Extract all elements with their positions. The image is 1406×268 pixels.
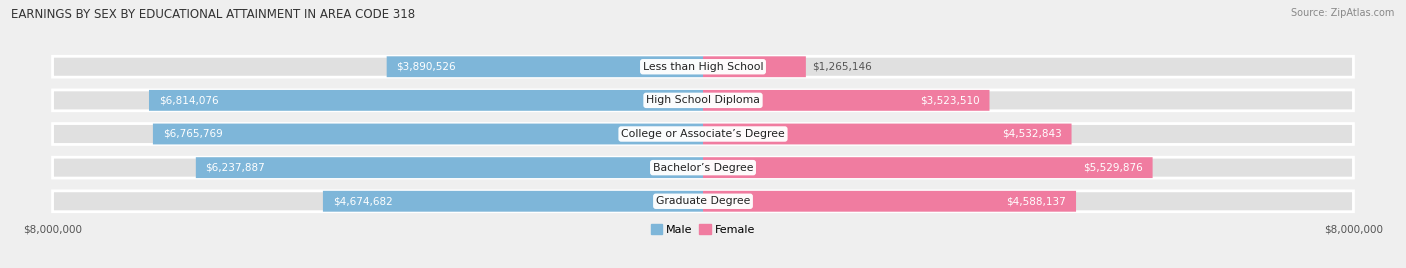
FancyBboxPatch shape [703,157,1153,178]
FancyBboxPatch shape [703,124,1071,144]
Text: $1,265,146: $1,265,146 [813,62,872,72]
Text: $4,674,682: $4,674,682 [333,196,392,206]
Text: Graduate Degree: Graduate Degree [655,196,751,206]
Text: $3,523,510: $3,523,510 [920,95,980,105]
FancyBboxPatch shape [195,157,703,178]
Text: $6,237,887: $6,237,887 [205,163,266,173]
Text: Source: ZipAtlas.com: Source: ZipAtlas.com [1291,8,1395,18]
Text: $3,890,526: $3,890,526 [396,62,456,72]
Text: $5,529,876: $5,529,876 [1083,163,1143,173]
Text: High School Diploma: High School Diploma [647,95,759,105]
FancyBboxPatch shape [323,191,703,212]
Text: EARNINGS BY SEX BY EDUCATIONAL ATTAINMENT IN AREA CODE 318: EARNINGS BY SEX BY EDUCATIONAL ATTAINMEN… [11,8,415,21]
Legend: Male, Female: Male, Female [651,224,755,235]
FancyBboxPatch shape [52,56,1354,77]
Text: Bachelor’s Degree: Bachelor’s Degree [652,163,754,173]
FancyBboxPatch shape [703,191,1076,212]
FancyBboxPatch shape [149,90,703,111]
FancyBboxPatch shape [703,56,806,77]
FancyBboxPatch shape [52,191,1354,212]
Text: $6,814,076: $6,814,076 [159,95,218,105]
FancyBboxPatch shape [52,157,1354,178]
Text: College or Associate’s Degree: College or Associate’s Degree [621,129,785,139]
Text: $4,588,137: $4,588,137 [1007,196,1066,206]
Text: Less than High School: Less than High School [643,62,763,72]
FancyBboxPatch shape [703,90,990,111]
FancyBboxPatch shape [52,124,1354,144]
FancyBboxPatch shape [153,124,703,144]
Text: $6,765,769: $6,765,769 [163,129,222,139]
FancyBboxPatch shape [52,90,1354,111]
FancyBboxPatch shape [387,56,703,77]
Text: $4,532,843: $4,532,843 [1002,129,1062,139]
